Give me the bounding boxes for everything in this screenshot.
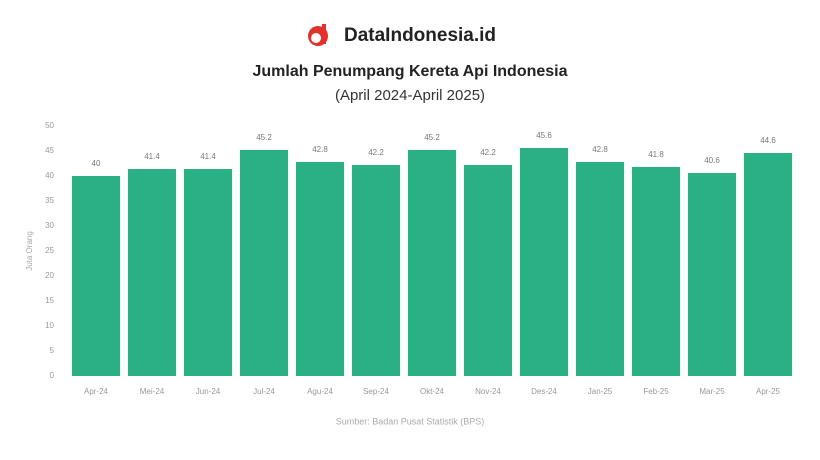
y-tick-label: 35 <box>45 196 54 205</box>
value-label: 40 <box>92 159 101 168</box>
bar <box>519 148 569 376</box>
value-label: 40.6 <box>704 156 720 165</box>
bar <box>631 167 681 376</box>
y-axis-label: Juta Orang <box>25 231 34 271</box>
y-tick-label: 10 <box>45 321 54 330</box>
x-tick-label: Apr-24 <box>84 387 109 396</box>
x-tick-label: Okt-24 <box>420 387 445 396</box>
chart-title: Jumlah Penumpang Kereta Api Indonesia <box>252 63 567 80</box>
bar <box>743 153 793 376</box>
x-tick-label: Nov-24 <box>475 387 501 396</box>
y-tick-label: 25 <box>45 246 54 255</box>
chart-subtitle: (April 2024-April 2025) <box>335 87 485 104</box>
y-tick-label: 5 <box>50 346 55 355</box>
bar <box>575 162 625 376</box>
bar <box>127 169 177 376</box>
value-label: 41.8 <box>648 150 664 159</box>
value-label: 42.8 <box>312 145 328 154</box>
bar <box>183 169 233 376</box>
x-tick-label: Sep-24 <box>363 387 389 396</box>
x-tick-label: Agu-24 <box>307 387 333 396</box>
y-tick-label: 45 <box>45 146 54 155</box>
y-tick-label: 15 <box>45 296 54 305</box>
value-label: 44.6 <box>760 136 776 145</box>
y-tick-label: 30 <box>45 221 54 230</box>
x-tick-label: Jun-24 <box>196 387 221 396</box>
bar <box>71 176 121 376</box>
bar <box>687 173 737 376</box>
bar <box>463 165 513 376</box>
bar <box>407 150 457 376</box>
x-tick-label: Feb-25 <box>643 387 669 396</box>
x-tick-label: Apr-25 <box>756 387 781 396</box>
bar <box>295 162 345 376</box>
y-tick-label: 20 <box>45 271 54 280</box>
x-tick-label: Jan-25 <box>588 387 613 396</box>
x-tick-label: Des-24 <box>531 387 557 396</box>
value-label: 42.8 <box>592 145 608 154</box>
x-tick-label: Mar-25 <box>699 387 725 396</box>
value-label: 45.2 <box>256 133 272 142</box>
bar <box>351 165 401 376</box>
source: Sumber: Badan Pusat Statistik (BPS) <box>336 416 485 426</box>
x-tick-label: Jul-24 <box>253 387 275 396</box>
value-label: 45.6 <box>536 131 552 140</box>
y-tick-label: 40 <box>45 171 54 180</box>
value-label: 42.2 <box>368 148 384 157</box>
bar <box>239 150 289 376</box>
y-tick-label: 0 <box>50 371 55 380</box>
value-label: 41.4 <box>200 152 216 161</box>
value-label: 41.4 <box>144 152 160 161</box>
x-tick-label: Mei-24 <box>140 387 165 396</box>
y-tick-label: 50 <box>45 121 54 130</box>
brand: DataIndonesia.id <box>344 25 496 46</box>
value-label: 45.2 <box>424 133 440 142</box>
value-label: 42.2 <box>480 148 496 157</box>
logo <box>308 24 328 46</box>
